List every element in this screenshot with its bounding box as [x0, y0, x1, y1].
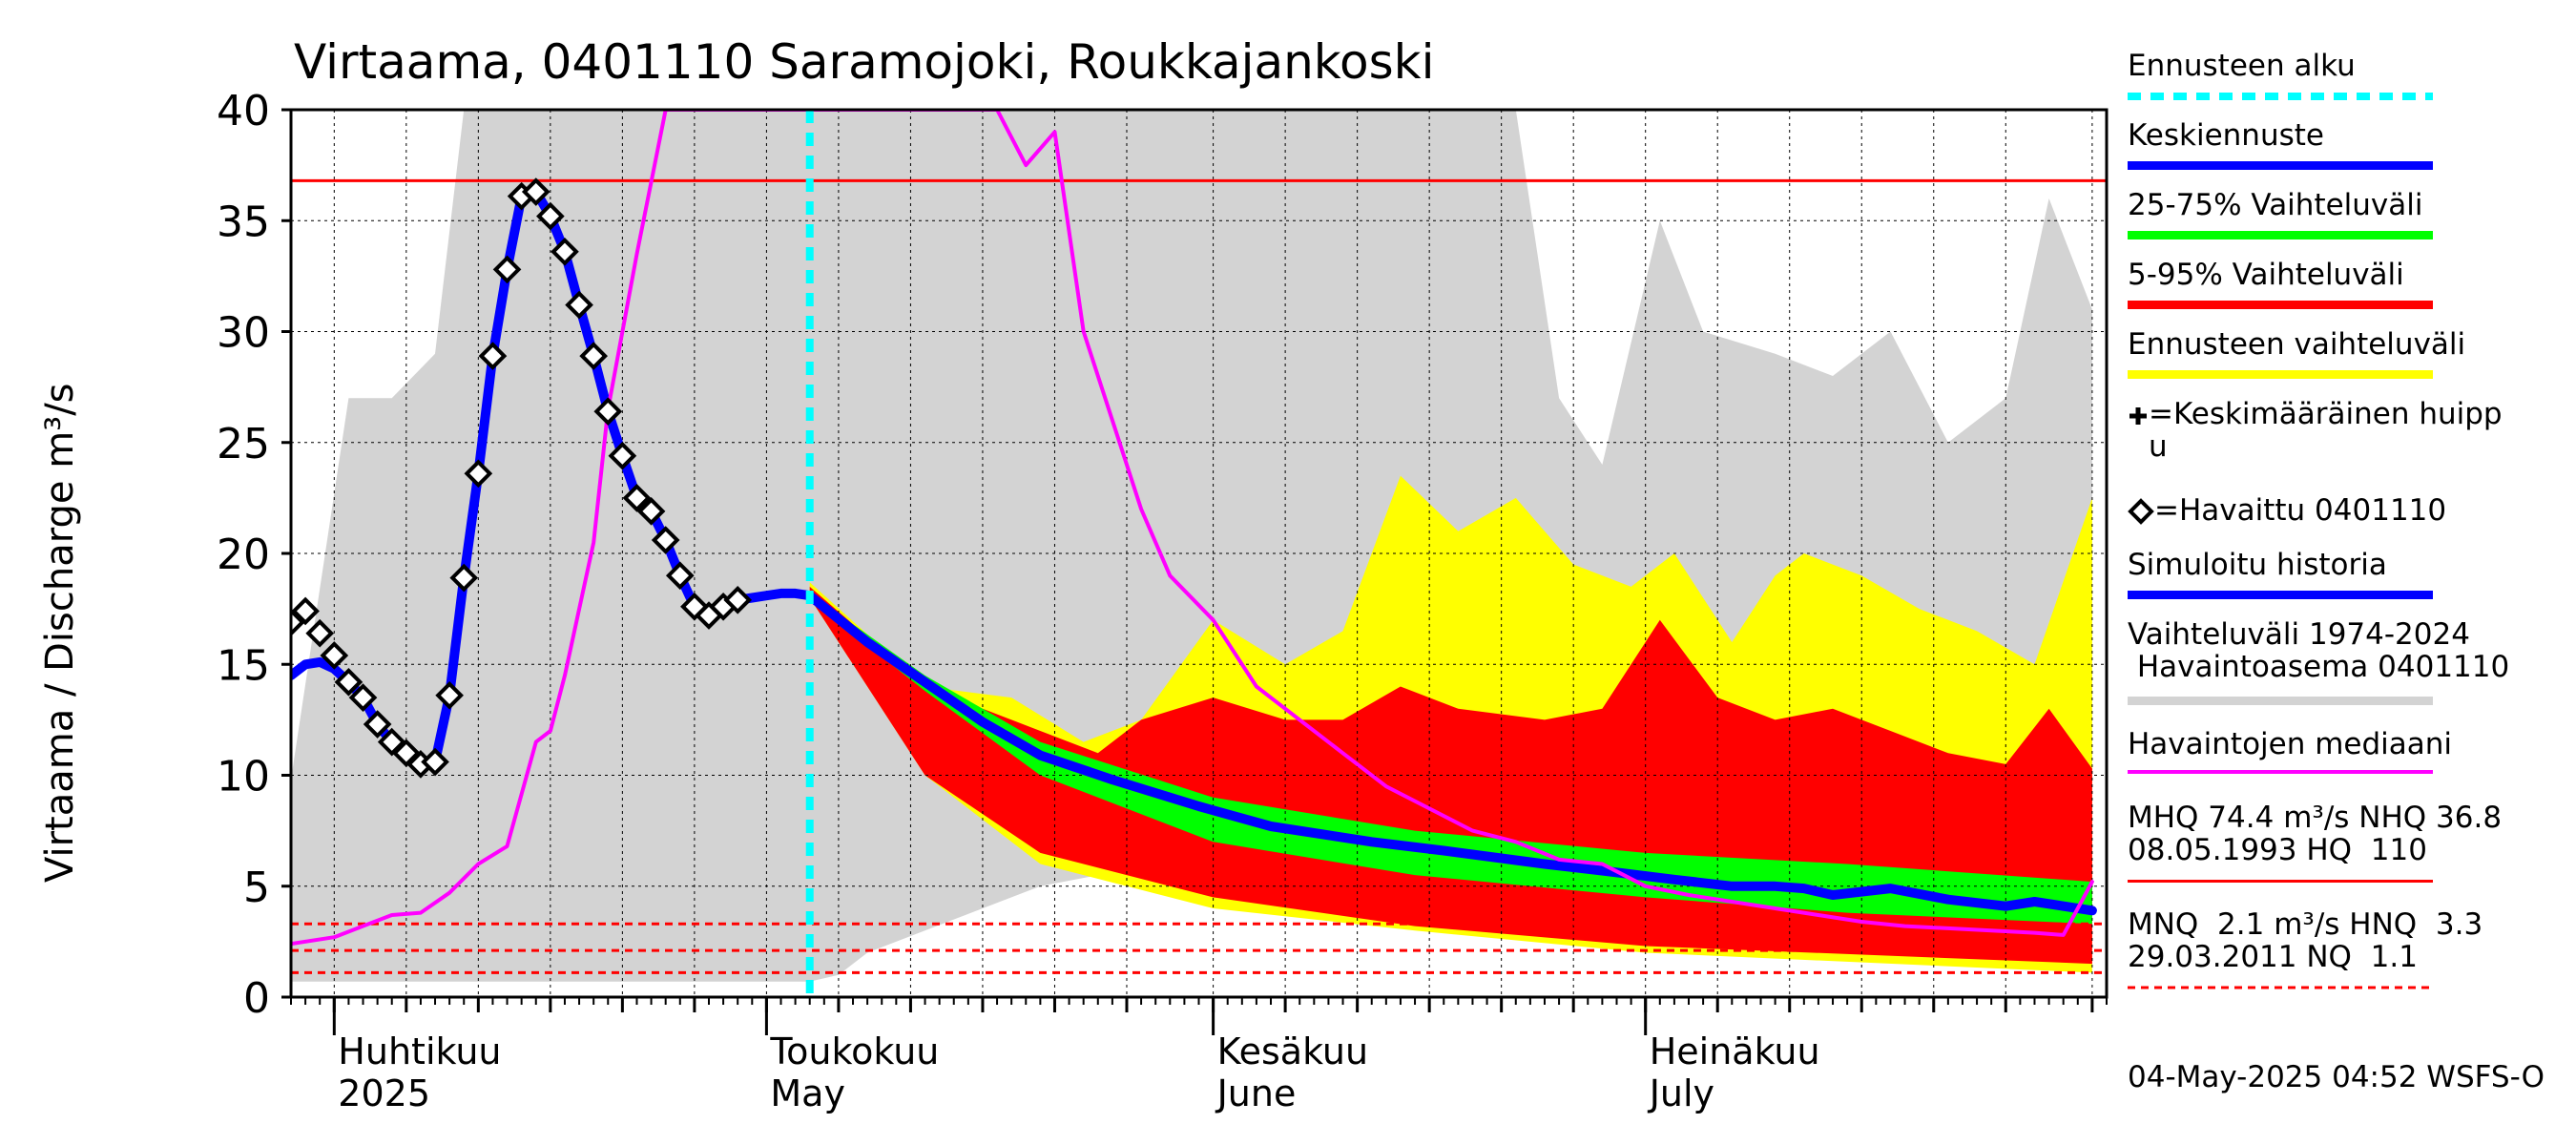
x-month-sublabel: May: [770, 1072, 845, 1114]
legend-label-low-stats: MNQ 2.1 m³/s HNQ 3.3 29.03.2011 NQ 1.1: [2128, 907, 2483, 974]
observed-point: [435, 680, 464, 710]
observed-point: [334, 668, 364, 697]
legend-label-mean-peak: =Keskimääräinen huipp u: [2149, 397, 2503, 464]
observed-point: [665, 561, 695, 591]
legend-label-observed: =Havaittu 0401110: [2154, 493, 2447, 528]
y-tick-label: 10: [217, 753, 270, 802]
observed-point: [521, 177, 551, 206]
legend-label-forecast-range: Ennusteen vaihteluväli: [2128, 327, 2466, 362]
series-line-keskiennuste: [804, 591, 2097, 916]
legend-label-median: Havaintojen mediaani: [2128, 727, 2453, 761]
x-month-label: Toukokuu: [769, 1030, 939, 1072]
legend-swatch-high-stats: [2128, 880, 2433, 883]
legend-label-mean-forecast: Keskiennuste: [2128, 118, 2324, 153]
observed-point: [593, 397, 623, 427]
legend-swatch-band-25-75: [2128, 231, 2433, 239]
legend-swatch-forecast-start: [2128, 93, 2433, 100]
observed-point: [305, 618, 335, 648]
y-tick-label: 30: [217, 309, 270, 358]
observed-point: [608, 441, 637, 470]
x-month-sublabel: June: [1215, 1072, 1297, 1114]
observed-point: [723, 585, 753, 614]
observed-point: [492, 255, 522, 284]
legend-swatch-sim-history: [2128, 591, 2433, 599]
observed-point: [536, 201, 565, 231]
legend-swatch-forecast-range: [2128, 370, 2433, 379]
observed-point: [622, 484, 652, 512]
observed-point: [579, 342, 608, 370]
band-25-75-vaihteluv-li: [809, 593, 2092, 925]
observed-point: [348, 683, 378, 712]
plus-icon: [2129, 407, 2147, 425]
y-tick-label: 15: [217, 641, 270, 690]
observed-point: [478, 342, 508, 370]
x-month-label: Heinäkuu: [1650, 1030, 1820, 1072]
y-tick-label: 35: [217, 198, 270, 246]
legend-label-hist-range: Vaihteluväli 1974-2024 Havaintoasema 040…: [2128, 617, 2510, 684]
y-axis-label: Virtaama / Discharge m³/s: [38, 383, 82, 883]
legend-label-band-25-75: 25-75% Vaihteluväli: [2128, 188, 2423, 222]
x-month-label: Huhtikuu: [338, 1030, 501, 1072]
observed-point: [651, 526, 680, 554]
legend-swatch-low-stats: [2128, 986, 2433, 989]
observed-point: [449, 563, 479, 593]
legend-swatch-band-5-95: [2128, 301, 2433, 309]
y-tick-label: 40: [217, 87, 270, 135]
y-tick-label: 25: [217, 420, 270, 468]
x-month-sublabel: 2025: [338, 1072, 430, 1114]
y-tick-label: 20: [217, 531, 270, 579]
legend-swatch-mean-forecast: [2128, 161, 2433, 170]
observed-point: [320, 641, 349, 670]
observed-point: [636, 496, 666, 526]
legend-swatch-median: [2128, 770, 2433, 774]
chart-title: Virtaama, 0401110 Saramojoki, Roukkajank…: [294, 34, 1435, 90]
legend-label-forecast-start: Ennusteen alku: [2128, 49, 2356, 83]
series-line-havaintojen-mediaani: [291, 110, 2094, 947]
y-tick-label: 0: [243, 974, 270, 1023]
timestamp: 04-May-2025 04:52 WSFS-O: [2128, 1060, 2545, 1094]
x-month-label: Kesäkuu: [1217, 1030, 1369, 1072]
observed-point: [565, 290, 593, 320]
diamond-icon: [2128, 498, 2154, 525]
y-tick-label: 5: [243, 864, 270, 912]
observed-point: [421, 747, 449, 777]
legend-label-sim-history: Simuloitu historia: [2128, 548, 2387, 582]
observed-point: [363, 710, 392, 739]
legend-label-high-stats: MHQ 74.4 m³/s NHQ 36.8 08.05.1993 HQ 110: [2128, 801, 2503, 867]
legend-label-band-5-95: 5-95% Vaihteluväli: [2128, 258, 2404, 292]
observed-point: [464, 459, 493, 489]
legend-swatch-hist-range: [2128, 697, 2433, 705]
observed-point: [291, 596, 320, 626]
observed-point: [551, 237, 579, 266]
observed-point: [680, 592, 709, 621]
x-month-sublabel: July: [1648, 1072, 1714, 1114]
